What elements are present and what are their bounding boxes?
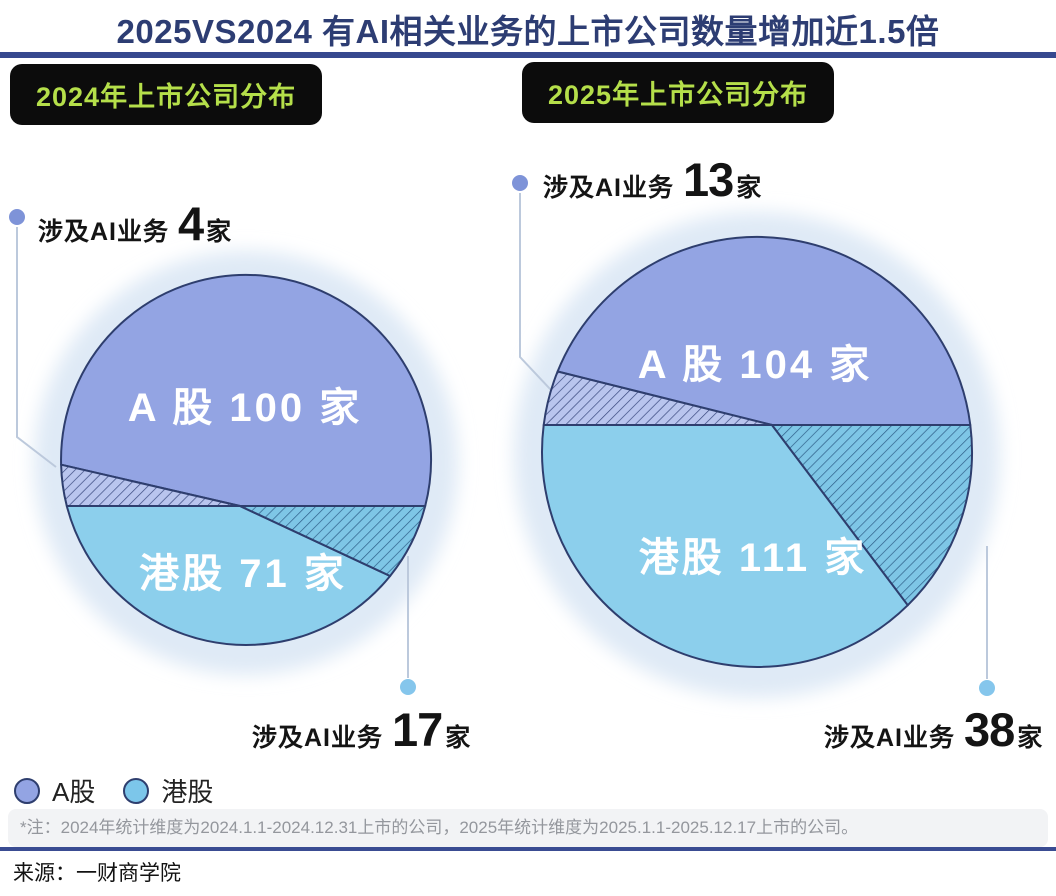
callout-unit: 家 xyxy=(736,174,762,202)
callout-prefix: 涉及AI业务 xyxy=(38,218,170,246)
callout-unit: 家 xyxy=(1017,724,1043,752)
callout-dot xyxy=(9,209,25,225)
callout-value: 4 xyxy=(178,197,204,250)
pie-slice-hk-share xyxy=(65,505,392,646)
pie-slice-a-share xyxy=(556,235,972,426)
legend: A股 港股 xyxy=(14,772,213,809)
pie-slice-hk-share-ai xyxy=(771,424,973,607)
page-title: 2025VS2024 有AI相关业务的上市公司数量增加近1.5倍 xyxy=(116,13,940,50)
slice-label-2024-hk-share: 港股 71 家 xyxy=(139,552,347,596)
callout-unit: 家 xyxy=(445,724,471,752)
legend-label-a-share: A股 xyxy=(52,777,96,807)
callout-unit: 家 xyxy=(206,218,232,246)
legend-item-a-share: A股 xyxy=(14,772,95,809)
source-credit: 来源：一财商学院 xyxy=(13,862,181,885)
legend-swatch-hk-share xyxy=(123,777,150,804)
callout-dot xyxy=(400,679,416,695)
callout-line xyxy=(519,193,552,391)
slice-label-2025-a-share: A 股 104 家 xyxy=(637,343,873,387)
pie-slice-a-share xyxy=(60,273,433,507)
callout-prefix: 涉及AI业务 xyxy=(824,724,956,752)
pie-2025年上市公司分布 xyxy=(512,175,1000,698)
callout-value: 38 xyxy=(964,703,1015,756)
callout-2024-hk-share-ai: 涉及AI业务 17 家 xyxy=(252,702,470,757)
pie-slice-hk-share-ai xyxy=(239,505,427,577)
legend-swatch-a-share xyxy=(14,777,40,804)
callout-value: 17 xyxy=(392,703,443,756)
callout-2024-a-share-ai: 涉及AI业务 4 家 xyxy=(38,196,231,251)
pie-2024年上市公司分布 xyxy=(9,209,458,695)
slice-label-2025-hk-share: 港股 111 家 xyxy=(638,536,868,580)
badge-2024: 2024年上市公司分布 xyxy=(10,64,323,125)
slice-label-2024-a-share: A 股 100 家 xyxy=(127,386,363,430)
callout-prefix: 涉及AI业务 xyxy=(543,174,675,202)
callout-2025-a-share-ai: 涉及AI业务 13 家 xyxy=(543,152,761,207)
callout-prefix: 涉及AI业务 xyxy=(252,724,384,752)
footnote: *注：2024年统计维度为2024.1.1-2024.12.31上市的公司，20… xyxy=(8,809,1048,847)
title-underline xyxy=(0,52,1056,58)
callout-2025-hk-share-ai: 涉及AI业务 38 家 xyxy=(824,702,1042,757)
callout-line xyxy=(16,227,57,468)
legend-item-hk-share: 港股 xyxy=(123,772,213,809)
callout-dot xyxy=(512,175,528,191)
callout-dot xyxy=(979,680,995,696)
badge-2025: 2025年上市公司分布 xyxy=(522,62,835,123)
bottom-divider xyxy=(0,847,1056,851)
legend-label-hk-share: 港股 xyxy=(161,777,214,807)
callout-value: 13 xyxy=(683,153,734,206)
